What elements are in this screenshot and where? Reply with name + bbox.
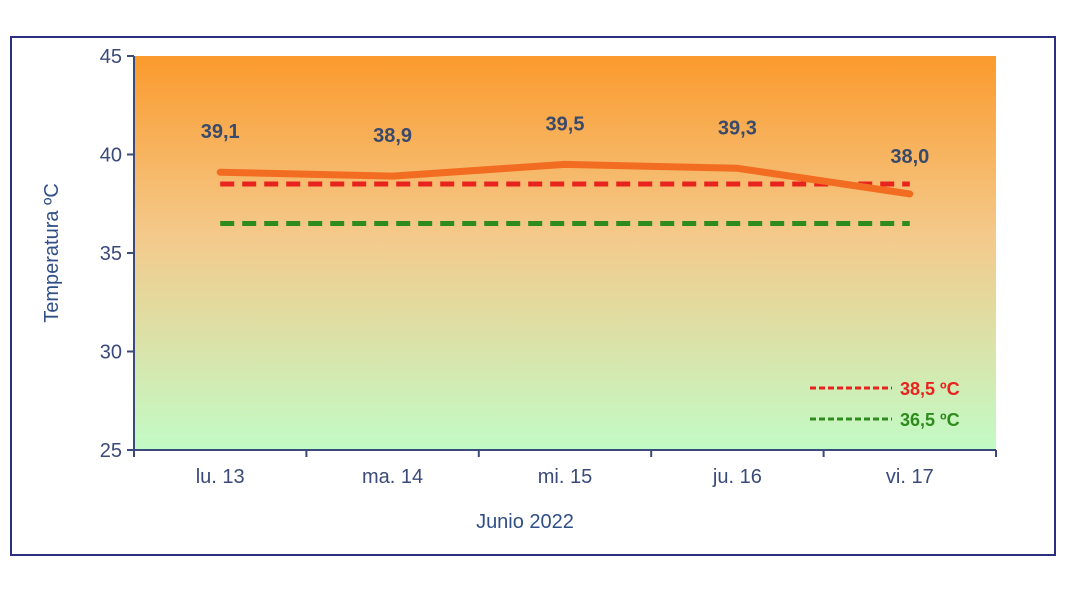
x-tick-label: ma. 14 (362, 466, 423, 488)
temperature-chart: 25 30 35 40 45 lu. 13 ma. 14 mi. 15 ju. 16 vi. 17… (41, 46, 997, 533)
x-tick-label: lu. 13 (196, 466, 245, 488)
y-axis-title: Temperatura ºC (41, 183, 63, 323)
data-label: 39,5 (546, 113, 585, 135)
x-tick-label: mi. 15 (538, 466, 592, 488)
x-tick-label: vi. 17 (886, 466, 934, 488)
plot-area (134, 56, 996, 450)
x-tick-label: ju. 16 (712, 466, 762, 488)
data-label: 39,3 (718, 117, 757, 139)
data-point (217, 169, 224, 176)
data-label: 39,1 (201, 121, 240, 143)
x-axis-title: Junio 2022 (476, 511, 574, 533)
legend-label: 38,5 ºC (900, 379, 960, 399)
y-tick-label: 30 (100, 342, 122, 364)
data-point (906, 190, 913, 197)
data-label: 38,0 (890, 146, 929, 168)
y-tick-label: 40 (100, 145, 122, 167)
y-tick-label: 25 (100, 440, 122, 462)
data-point (389, 173, 396, 180)
data-label: 38,9 (373, 125, 412, 147)
y-tick-label: 35 (100, 243, 122, 265)
legend-label: 36,5 ºC (900, 410, 960, 430)
data-point (562, 161, 568, 168)
y-tick-label: 45 (100, 46, 122, 68)
data-point (734, 165, 741, 172)
chart-frame: 25 30 35 40 45 lu. 13 ma. 14 mi. 15 ju. 16 vi. 17… (10, 36, 1056, 556)
